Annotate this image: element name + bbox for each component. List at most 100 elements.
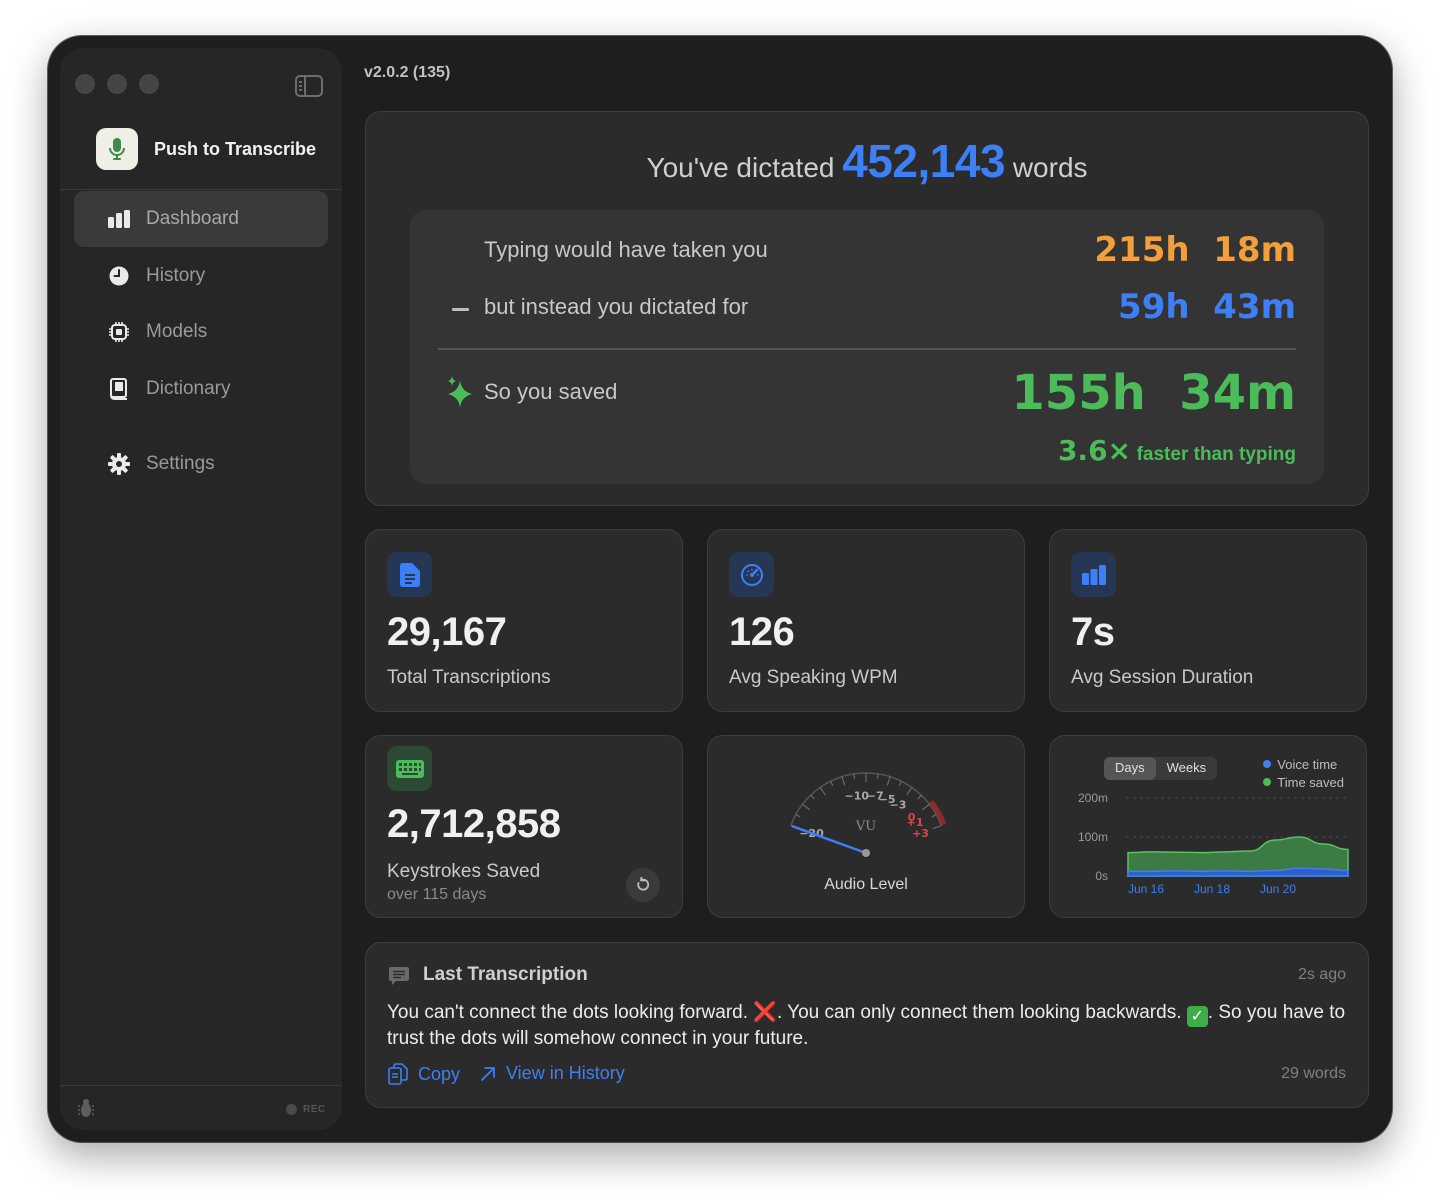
stat-card-wpm: 126 Avg Speaking WPM <box>707 529 1025 712</box>
audio-level-card: −20−10−7−5−30+1+3 VU Audio Level <box>707 735 1025 918</box>
stat-card-session: 7s Avg Session Duration <box>1049 529 1367 712</box>
reset-icon <box>637 877 650 891</box>
cross-mark-icon: ❌ <box>753 1002 777 1023</box>
sidebar-toggle-icon[interactable] <box>295 75 323 97</box>
vu-meter: −20−10−7−5−30+1+3 VU <box>790 772 947 857</box>
stat-value: 7s <box>1071 610 1115 654</box>
hero-suffix: words <box>1012 152 1088 183</box>
vu-tick <box>853 773 856 779</box>
sidebar-item-settings[interactable]: Settings <box>74 436 328 492</box>
sidebar-item-dashboard[interactable]: Dashboard <box>74 191 328 247</box>
close-window-button[interactable] <box>75 74 95 94</box>
vu-tick <box>802 803 811 811</box>
bug-icon[interactable] <box>78 1098 94 1123</box>
sidebar-item-dictionary[interactable]: Dictionary <box>74 361 328 417</box>
tab-weeks[interactable]: Weeks <box>1166 760 1207 775</box>
saved-hours: 155h <box>1011 365 1146 421</box>
stat-label: Keystrokes Saved <box>387 861 541 882</box>
legend-item-voice: Voice time <box>1263 756 1344 774</box>
vu-tick <box>830 780 834 786</box>
app-header: Push to Transcribe <box>96 128 316 170</box>
vu-tick <box>876 773 879 779</box>
x-tick-label: Jun 20 <box>1260 882 1296 896</box>
bar-chart-icon <box>108 208 130 230</box>
vu-tick-label: +1 <box>907 816 924 829</box>
zoom-window-button[interactable] <box>139 74 159 94</box>
stat-card-keystrokes: 2,712,858 Keystrokes Saved over 115 days <box>365 735 683 918</box>
stat-label: Avg Speaking WPM <box>729 667 898 688</box>
sidebar-item-label: Dictionary <box>146 378 231 399</box>
sidebar-item-label: History <box>146 265 206 286</box>
typing-duration: 215h 18m <box>1094 230 1296 270</box>
sidebar-item-models[interactable]: Models <box>74 304 328 360</box>
stat-value: 29,167 <box>387 610 507 654</box>
stat-card-transcriptions: 29,167 Total Transcriptions <box>365 529 683 712</box>
activity-chart-card: Days Weeks Voice time Time saved 200m 100… <box>1049 735 1367 918</box>
dictated-label: but instead you dictated for <box>484 294 749 319</box>
check-mark-icon: ✓ <box>1186 1006 1208 1027</box>
app-name: Push to Transcribe <box>154 138 317 159</box>
book-icon <box>108 378 130 400</box>
copy-button[interactable]: Copy <box>388 1063 460 1085</box>
reset-button[interactable] <box>626 868 660 902</box>
range-segmented-control: Days Weeks <box>1104 757 1218 780</box>
audio-level-label: Audio Level <box>824 876 908 893</box>
transcription-text-part: You can't connect the dots looking forwa… <box>387 1002 754 1023</box>
keyboard-icon <box>387 746 432 791</box>
legend-item-saved: Time saved <box>1263 774 1344 792</box>
last-transcription-card: Last Transcription 2s ago You can't conn… <box>365 942 1369 1108</box>
vu-tick <box>886 776 891 786</box>
area-chart: 200m 100m 0s Jun 16 Jun 18 Jun 20 <box>1078 791 1349 896</box>
speed-multiplier: 3.6× <box>1057 434 1132 467</box>
clock-icon <box>108 265 130 287</box>
faster-label: faster than typing <box>1136 444 1296 465</box>
series-area-voice-time <box>1127 867 1349 877</box>
sum-divider <box>438 348 1296 350</box>
rec-dot-icon <box>286 1104 297 1115</box>
series-area-time-saved <box>1127 836 1349 877</box>
legend-label: Voice time <box>1277 757 1338 772</box>
vu-tick <box>898 780 902 786</box>
vu-tick <box>906 787 913 796</box>
vu-tick <box>795 813 801 818</box>
saved-minutes: 34m <box>1179 365 1296 421</box>
vu-tick-label: −5 <box>879 793 896 806</box>
sidebar-footer-divider <box>60 1085 342 1086</box>
x-tick-label: Jun 16 <box>1128 882 1164 896</box>
stat-label: Total Transcriptions <box>387 667 551 688</box>
sidebar-item-history[interactable]: History <box>74 248 328 304</box>
typing-hours: 215h <box>1094 230 1190 270</box>
minimize-window-button[interactable] <box>107 74 127 94</box>
document-icon <box>387 552 432 597</box>
vu-tick-label: 0 <box>908 811 916 824</box>
dictated-hours: 59h <box>1118 287 1190 327</box>
speed-multiplier-line: 3.6× faster than typing <box>1058 434 1296 467</box>
sparkle-icon <box>446 376 474 413</box>
x-tick-label: Jun 18 <box>1194 882 1230 896</box>
gear-icon <box>108 453 130 475</box>
sidebar-item-label: Settings <box>146 453 215 474</box>
vu-tick <box>921 803 930 811</box>
view-in-history-button[interactable]: View in History <box>480 1063 625 1084</box>
stat-label: Avg Session Duration <box>1071 667 1254 688</box>
chart-legend: Voice time Time saved <box>1263 756 1344 792</box>
tab-days[interactable]: Days <box>1104 757 1156 780</box>
time-comparison-panel: Typing would have taken you 215h 18m but… <box>410 210 1324 484</box>
total-words: 452,143 <box>842 135 1006 187</box>
sidebar: Push to Transcribe Dashboard History Mod… <box>60 48 342 1130</box>
vu-tick <box>931 813 937 818</box>
microphone-icon <box>96 128 138 170</box>
copy-icon <box>388 1063 408 1085</box>
sidebar-item-label: Models <box>146 321 208 342</box>
app-window: Push to Transcribe Dashboard History Mod… <box>48 36 1392 1142</box>
vu-tick <box>841 776 846 786</box>
hero-prefix: You've dictated <box>646 152 835 183</box>
rec-label: REC <box>303 1104 326 1115</box>
saved-label: So you saved <box>484 379 618 404</box>
vu-tick-label: −10 <box>845 790 870 803</box>
arrow-up-right-icon <box>481 1066 495 1081</box>
y-tick-label: 100m <box>1078 830 1108 844</box>
vu-tick-label: −3 <box>890 799 907 812</box>
last-transcription-title: Last Transcription <box>423 964 588 985</box>
saved-duration: 155h 34m <box>1011 365 1296 421</box>
